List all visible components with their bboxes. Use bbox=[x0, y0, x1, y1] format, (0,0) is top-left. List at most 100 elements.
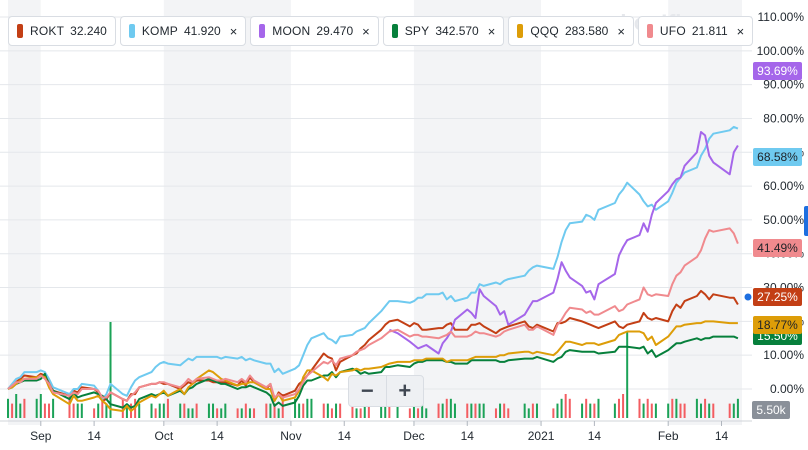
legend-chip-rokt[interactable]: ROKT 32.240 bbox=[8, 16, 116, 46]
zoom-controls: − + bbox=[348, 375, 424, 407]
volume-bar bbox=[531, 403, 534, 418]
volume-bar bbox=[384, 403, 387, 418]
volume-bar bbox=[708, 403, 711, 418]
volume-bar bbox=[339, 403, 342, 418]
end-label-moon: 93.69% bbox=[753, 62, 802, 80]
remove-series-icon[interactable]: × bbox=[736, 23, 745, 39]
remove-series-icon[interactable]: × bbox=[487, 23, 496, 39]
volume-bar bbox=[11, 403, 14, 418]
month-band bbox=[413, 0, 542, 425]
month-band bbox=[541, 0, 669, 425]
volume-bar bbox=[466, 403, 469, 418]
volume-bar bbox=[179, 403, 182, 418]
volume-bar bbox=[248, 408, 251, 418]
volume-bar bbox=[19, 403, 22, 418]
volume-bar bbox=[162, 403, 165, 418]
legend-chip-komp[interactable]: KOMP 41.920 × bbox=[119, 16, 247, 46]
panel-resize-handle[interactable] bbox=[804, 206, 808, 236]
y-tick-label: 90.00% bbox=[763, 78, 804, 92]
month-band bbox=[290, 0, 414, 425]
remove-series-icon[interactable]: × bbox=[229, 23, 238, 39]
legend-symbol: UFO bbox=[659, 24, 686, 38]
volume-bar bbox=[617, 398, 620, 418]
volume-bar bbox=[482, 403, 485, 418]
volume-bar bbox=[535, 403, 538, 418]
volume-bar bbox=[15, 394, 18, 418]
volume-bar bbox=[335, 403, 338, 418]
volume-bar bbox=[330, 408, 333, 418]
legend-chip-moon[interactable]: MOON 29.470 × bbox=[250, 16, 379, 46]
series-line-komp[interactable] bbox=[7, 125, 739, 401]
series-color-swatch bbox=[17, 24, 23, 38]
volume-bar bbox=[93, 408, 96, 418]
remove-series-icon[interactable]: × bbox=[362, 23, 370, 39]
remove-series-icon[interactable]: × bbox=[617, 23, 625, 39]
volume-bar bbox=[240, 408, 243, 418]
volume-bar bbox=[97, 403, 100, 418]
volume-bar bbox=[322, 403, 325, 418]
series-color-swatch bbox=[128, 24, 135, 38]
x-tick-label: 14 bbox=[338, 429, 352, 443]
volume-bar bbox=[417, 408, 420, 418]
x-tick-label: Dec bbox=[403, 429, 424, 443]
volume-bar bbox=[408, 408, 411, 418]
y-tick-label: 80.00% bbox=[763, 111, 804, 125]
volume-bar bbox=[7, 398, 9, 418]
legend-chip-ufo[interactable]: UFO 21.811 × bbox=[637, 16, 754, 46]
volume-value: 5.50k bbox=[756, 403, 786, 417]
volume-bar bbox=[310, 398, 313, 418]
volume-bar bbox=[105, 403, 108, 418]
month-band bbox=[163, 0, 291, 425]
volume-bar bbox=[699, 403, 702, 418]
volume-bar bbox=[560, 398, 563, 418]
volume-bar bbox=[183, 403, 186, 418]
volume-bar bbox=[695, 398, 698, 418]
zoom-in-button[interactable]: + bbox=[398, 378, 412, 403]
volume-bar bbox=[638, 398, 641, 418]
volume-bar bbox=[564, 394, 567, 418]
x-axis: Sep 14 Oct 14 Nov 14 Dec 14 2021 14 Feb 14 bbox=[0, 420, 752, 443]
series-line-qqq[interactable] bbox=[7, 320, 738, 412]
volume-bar bbox=[478, 403, 481, 418]
legend-price: 41.920 bbox=[183, 24, 221, 38]
volume-bar bbox=[474, 403, 477, 418]
volume-bar bbox=[642, 403, 645, 418]
volume-bar bbox=[138, 403, 141, 418]
zoom-out-button[interactable]: − bbox=[349, 376, 387, 406]
volume-bar bbox=[388, 403, 391, 418]
volume-bar bbox=[212, 403, 215, 418]
volume-bar bbox=[253, 408, 256, 418]
volume-bar bbox=[68, 394, 71, 418]
legend-symbol: QQQ bbox=[530, 24, 559, 38]
x-tick-label: Oct bbox=[154, 429, 173, 443]
volume-bar bbox=[224, 403, 227, 418]
comparison-legend: ROKT 32.240 KOMP 41.920 × MOON 29.470 × SPY 342.5… bbox=[8, 15, 754, 47]
volume-bar bbox=[728, 403, 731, 418]
volume-bar bbox=[449, 398, 452, 418]
legend-chip-spy[interactable]: SPY 342.570 × bbox=[382, 16, 505, 46]
volume-bar bbox=[236, 408, 239, 418]
end-label-text: 93.69% bbox=[757, 64, 798, 78]
series-line-spy[interactable] bbox=[7, 335, 739, 409]
series-color-swatch bbox=[391, 24, 398, 38]
x-tick-label: Nov bbox=[280, 429, 301, 443]
volume-bar bbox=[732, 403, 735, 418]
volume-bar bbox=[76, 403, 79, 418]
legend-chip-qqq[interactable]: QQQ 283.580 × bbox=[508, 16, 634, 46]
volume-bar bbox=[437, 403, 440, 418]
series-color-swatch bbox=[259, 24, 266, 38]
volume-bar bbox=[683, 403, 686, 418]
volume-bar bbox=[494, 408, 497, 418]
x-tick-label: 14 bbox=[715, 429, 729, 443]
volume-bar bbox=[613, 403, 616, 418]
series-line-ufo[interactable] bbox=[7, 227, 739, 402]
month-bands bbox=[8, 0, 742, 425]
volume-bar bbox=[552, 408, 555, 418]
volume-bar bbox=[351, 403, 354, 418]
volume-bar bbox=[380, 403, 383, 418]
volume-bar bbox=[712, 403, 715, 418]
volume-bar bbox=[527, 408, 530, 418]
series-color-swatch bbox=[517, 24, 524, 38]
series-line-moon[interactable] bbox=[389, 131, 739, 355]
